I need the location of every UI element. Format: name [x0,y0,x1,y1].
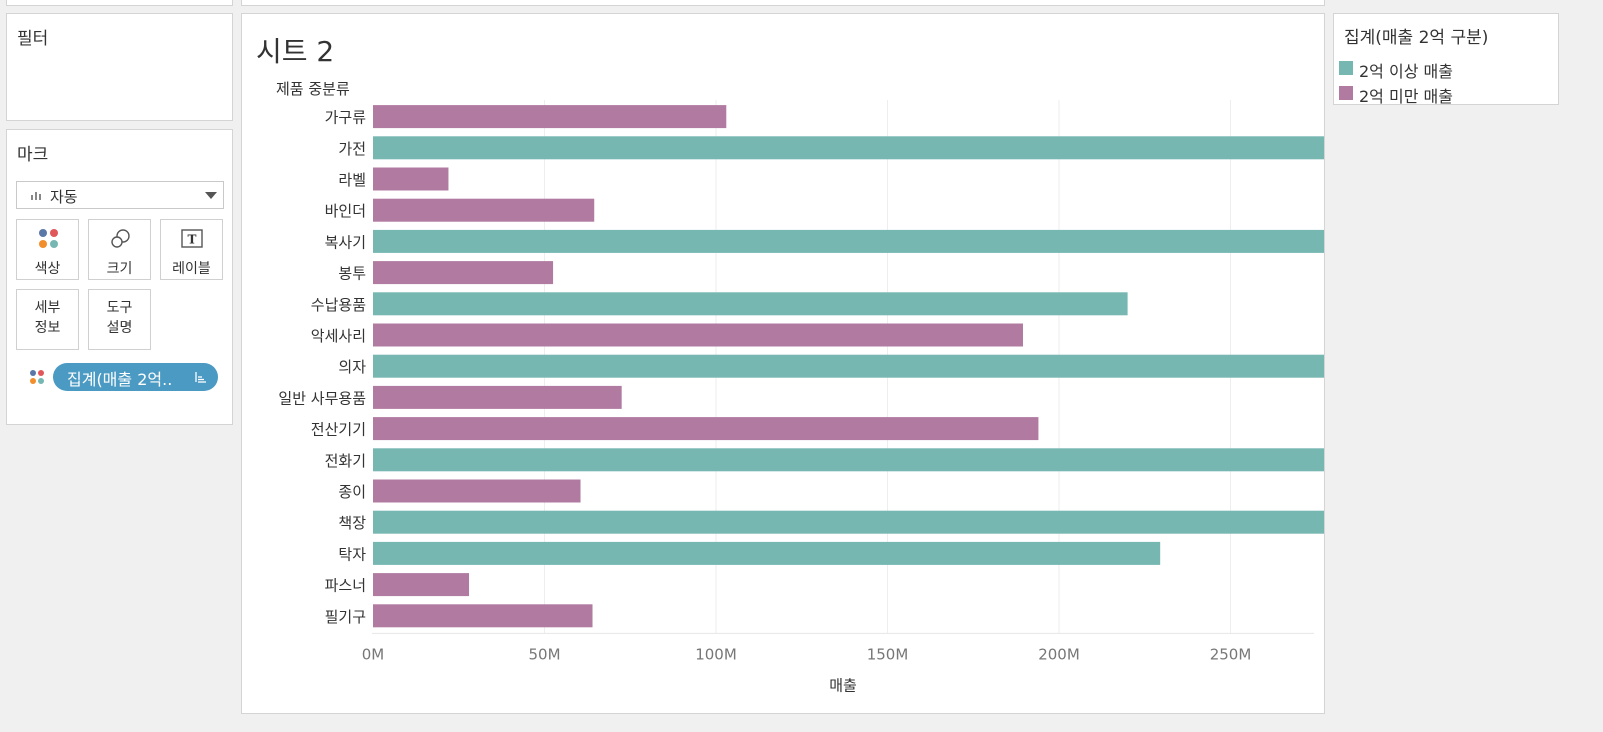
color-field-pill-text: 집계(매출 2억.. [67,370,173,389]
tooltip-button-label-1: 도구 [106,300,133,316]
category-label: 전화기 [325,452,366,470]
category-label: 봉투 [338,265,366,283]
mark-type-value: 자동 [50,188,78,206]
tooltip-button-label-2: 설명 [106,320,133,336]
tooltip-button[interactable]: 도구 설명 [88,289,151,350]
category-label: 복사기 [325,233,366,251]
color-field-pill[interactable]: 집계(매출 2억.. [53,363,218,391]
bar [373,541,1161,565]
marks-panel: 마크 자동 색상 크기 T 레이블 세부 [6,129,233,425]
sort-descending-icon [195,372,206,383]
x-tick-label: 200M [1038,645,1080,663]
category-label: 의자 [338,358,366,376]
row-header: 제품 중분류 [276,80,350,98]
bar [373,198,595,222]
bar [373,510,1324,534]
color-dots-icon [30,370,44,384]
bar [373,136,1324,160]
category-label: 파스너 [325,577,366,595]
legend-item-label: 2억 미만 매출 [1359,87,1453,106]
size-button[interactable]: 크기 [88,219,151,280]
bar [373,105,727,129]
category-label: 필기구 [325,608,366,626]
bar [373,354,1324,378]
bar [373,479,581,503]
mark-type-dropdown[interactable]: 자동 [16,181,224,209]
top-strip-shelf [241,0,1325,6]
category-label: 가구류 [325,109,367,127]
category-label: 종이 [338,483,366,501]
label-button[interactable]: T 레이블 [160,219,223,280]
color-dots-icon [39,229,58,248]
text-label-icon: T [181,229,203,248]
category-label: 바인더 [325,202,366,220]
filters-panel[interactable]: 필터 [6,13,233,121]
category-label: 책장 [338,514,366,532]
category-label: 악세사리 [311,327,366,345]
detail-button[interactable]: 세부 정보 [16,289,79,350]
size-circles-icon [111,229,130,248]
top-strip-left [6,0,233,6]
color-button[interactable]: 색상 [16,219,79,280]
detail-button-label-1: 세부 [34,300,61,316]
x-axis-title: 매출 [829,676,857,694]
bar-chart-icon [31,192,41,200]
legend-item-label: 2억 이상 매출 [1359,62,1453,81]
legend-swatch [1339,86,1353,100]
bar [373,229,1324,253]
bar [373,323,1023,347]
category-label: 가전 [338,140,366,158]
marks-title: 마크 [17,145,49,165]
x-tick-label: 250M [1210,645,1252,663]
bar [373,167,449,191]
legend-swatch [1339,61,1353,75]
x-tick-label: 50M [528,645,560,663]
category-label: 탁자 [338,545,366,563]
svg-text:T: T [188,233,197,247]
bar [373,448,1324,472]
bar [373,292,1128,316]
label-button-label: 레이블 [172,261,211,277]
category-label: 라벨 [338,171,366,189]
category-label: 일반 사무용품 [278,389,366,407]
chevron-down-icon[interactable] [205,192,217,199]
x-tick-label: 0M [362,645,385,663]
category-label: 수납용품 [311,296,366,314]
color-legend: 집계(매출 2억 구분) 2억 이상 매출 2억 미만 매출 [1333,13,1559,106]
color-button-label: 색상 [34,261,61,277]
bar [373,573,470,597]
bar [373,261,554,285]
x-tick-label: 150M [867,645,909,663]
x-tick-label: 100M [695,645,737,663]
size-button-label: 크기 [106,261,133,277]
sheet-title: 시트 2 [256,35,335,68]
bar [373,385,622,409]
filters-title: 필터 [17,29,49,49]
category-label: 전산기기 [311,421,366,439]
legend-title: 집계(매출 2억 구분) [1344,28,1489,48]
bar [373,604,593,628]
detail-button-label-2: 정보 [34,320,61,336]
bar [373,417,1039,441]
